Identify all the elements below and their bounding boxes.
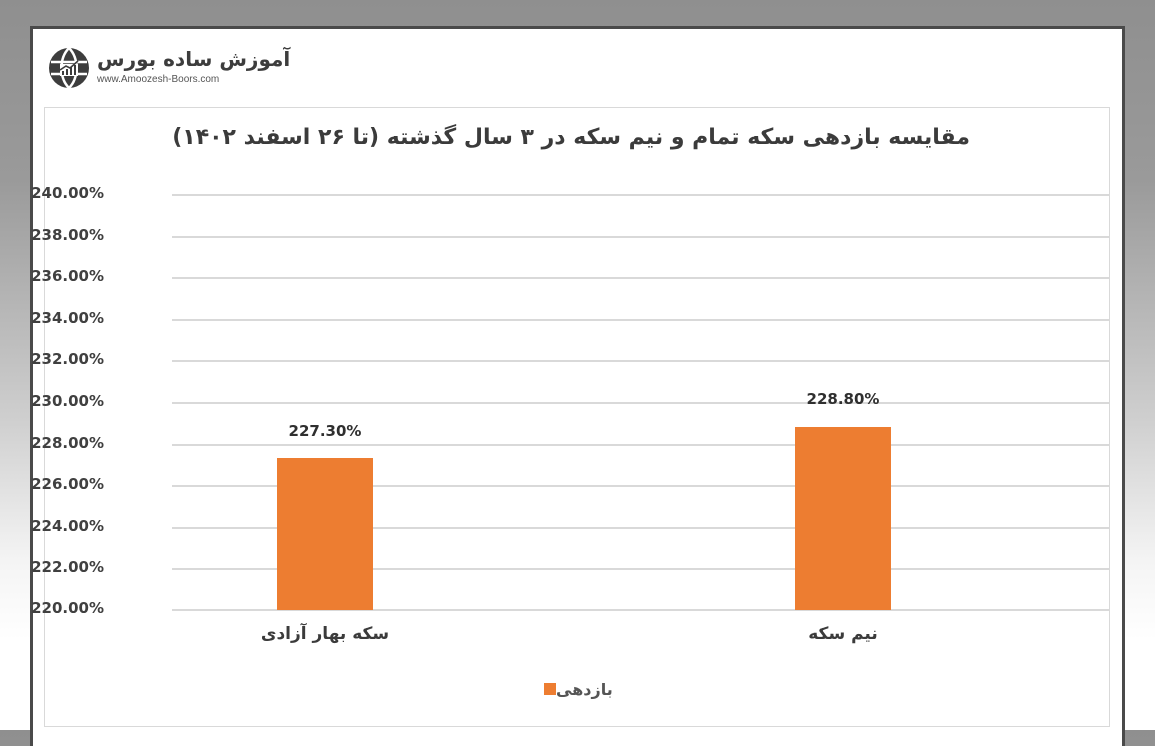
- y-tick-label: 226.00%: [31, 475, 104, 494]
- bar-full-coin[interactable]: [277, 458, 373, 610]
- gridline: [172, 609, 1110, 611]
- chart-title: مقایسه بازدهی سکه تمام و نیم سکه در ۳ سا…: [172, 125, 970, 150]
- globe-chart-icon: [49, 47, 89, 89]
- gridline: [172, 526, 1110, 529]
- chart-container: [44, 107, 1110, 727]
- x-category-label: نیم سکه: [808, 624, 878, 644]
- gridline: [172, 402, 1110, 404]
- x-category-label: سکه بهار آزادی: [260, 624, 390, 644]
- brand-name: آموزش ساده بورس: [97, 47, 291, 71]
- y-tick-label: 222.00%: [31, 558, 104, 577]
- y-tick-label: 230.00%: [31, 392, 104, 410]
- brand-logo: آموزش ساده بورس www.Amoozesh-Boors.com: [47, 46, 290, 94]
- gridline: [172, 235, 1110, 238]
- y-tick-label: 234.00%: [31, 308, 104, 327]
- y-tick-label: 228.00%: [31, 433, 104, 452]
- gridline: [172, 194, 1110, 196]
- gridline: [172, 485, 1110, 488]
- y-tick-label: 232.00%: [31, 350, 104, 369]
- gridline: [172, 360, 1110, 363]
- brand-url: www.Amoozesh-Boors.com: [97, 74, 220, 85]
- legend-swatch-icon: [544, 683, 556, 695]
- y-tick-label: 236.00%: [31, 267, 104, 286]
- gridline: [172, 443, 1110, 446]
- gridline: [172, 277, 1110, 280]
- y-tick-label: 224.00%: [31, 516, 104, 535]
- data-label: 227.30%: [288, 422, 362, 440]
- gridline: [172, 318, 1110, 321]
- y-tick-label: 240.00%: [31, 184, 104, 202]
- plot-area: 240.00% 238.00% 236.00% 234.00% 232.00% …: [31, 184, 1110, 644]
- y-tick-label: 238.00%: [31, 225, 104, 244]
- chart-legend: بازدهی: [538, 678, 613, 700]
- legend-label: بازدهی: [556, 679, 613, 699]
- data-label: 228.80%: [806, 390, 880, 408]
- bar-half-coin[interactable]: [795, 427, 891, 610]
- y-tick-label: 220.00%: [31, 599, 104, 617]
- gridline: [172, 568, 1110, 571]
